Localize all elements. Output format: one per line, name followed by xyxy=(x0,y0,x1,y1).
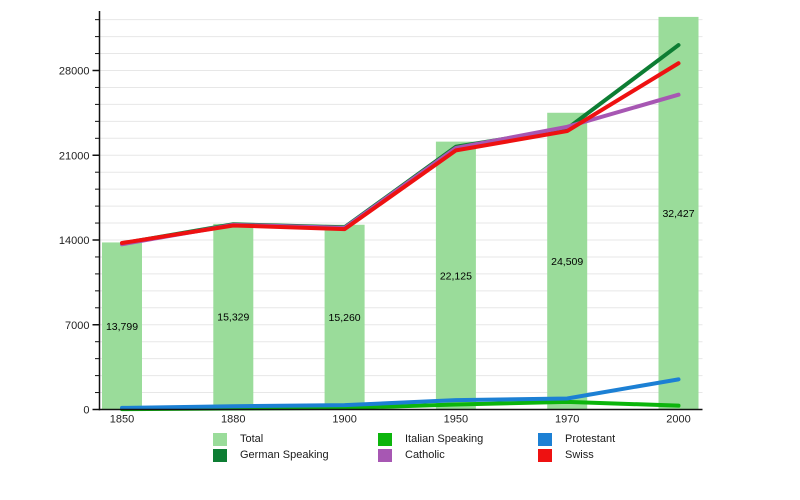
y-axis-ticks: 0 7000 14000 21000 28000 xyxy=(59,19,100,417)
bar-value-label-1850: 13,799 xyxy=(106,321,138,333)
line-catholic xyxy=(120,92,681,247)
gridlines xyxy=(100,19,703,394)
bar-2000 xyxy=(658,16,699,410)
x-axis-labels: 1850 1880 1900 1950 1970 2000 xyxy=(110,414,691,426)
bar-value-label-2000: 32,427 xyxy=(662,208,694,220)
y-axis-tick-label: 28000 xyxy=(59,66,90,78)
line-italian-speaking xyxy=(120,399,681,412)
y-axis-tick-label: 21000 xyxy=(59,150,90,162)
x-axis-label-2000: 2000 xyxy=(666,414,690,426)
bar-value-label-1900: 15,260 xyxy=(329,312,361,324)
line-swiss xyxy=(120,61,681,246)
bar-value-label-1880: 15,329 xyxy=(217,312,249,324)
x-axis-label-1970: 1970 xyxy=(555,414,579,426)
line-protestant xyxy=(120,377,681,410)
x-axis-label-1950: 1950 xyxy=(444,414,468,426)
bar-1850 xyxy=(102,242,142,410)
bar-1880 xyxy=(213,223,254,410)
x-axis-label-1900: 1900 xyxy=(332,414,356,426)
x-axis-label-1880: 1880 xyxy=(221,414,245,426)
y-axis-tick-label: 7000 xyxy=(65,320,89,332)
bar-value-labels: 13,799 15,329 15,260 22,125 24,509 32,427 xyxy=(106,208,695,333)
line-german-speaking xyxy=(120,43,681,246)
bar-series-total xyxy=(102,16,699,410)
x-axis-label-1850: 1850 xyxy=(110,414,134,426)
bar-1900 xyxy=(324,224,365,410)
y-axis-tick-label: 0 xyxy=(83,405,89,417)
y-axis-tick-label: 14000 xyxy=(59,235,90,247)
bar-value-label-1970: 24,509 xyxy=(551,256,583,268)
axes xyxy=(98,11,703,411)
line-series xyxy=(120,43,681,412)
bar-1950 xyxy=(435,141,476,410)
bar-1970 xyxy=(547,112,588,410)
bar-value-label-1950: 22,125 xyxy=(440,271,472,283)
